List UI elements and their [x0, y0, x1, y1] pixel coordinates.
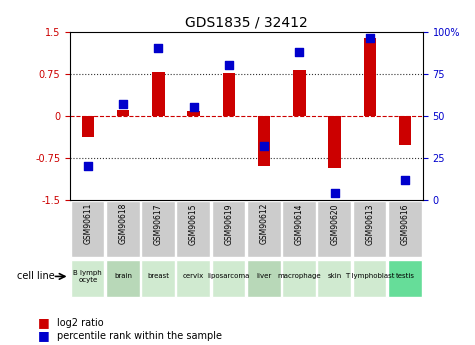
Point	[154, 46, 162, 51]
Text: percentile rank within the sample: percentile rank within the sample	[57, 331, 222, 341]
Text: GSM90616: GSM90616	[400, 203, 409, 245]
Text: cell line: cell line	[17, 272, 55, 282]
Text: cervix: cervix	[183, 274, 204, 279]
FancyBboxPatch shape	[71, 201, 104, 257]
Point	[331, 191, 339, 196]
Bar	[82, 116, 94, 137]
Point	[260, 144, 268, 149]
Text: T lymphoblast: T lymphoblast	[345, 274, 395, 279]
FancyBboxPatch shape	[388, 201, 422, 257]
FancyBboxPatch shape	[106, 260, 140, 297]
Text: GSM90612: GSM90612	[260, 203, 269, 245]
Bar	[329, 116, 341, 168]
FancyBboxPatch shape	[247, 201, 281, 257]
Text: breast: breast	[147, 274, 170, 279]
FancyBboxPatch shape	[141, 260, 175, 297]
Text: brain: brain	[114, 274, 132, 279]
Bar	[364, 38, 376, 116]
Text: ■: ■	[38, 316, 50, 329]
FancyBboxPatch shape	[352, 201, 387, 257]
FancyBboxPatch shape	[282, 201, 316, 257]
Text: skin: skin	[328, 274, 342, 279]
Point	[190, 105, 198, 110]
Bar	[152, 72, 164, 116]
FancyBboxPatch shape	[388, 260, 422, 297]
Text: GSM90614: GSM90614	[295, 203, 304, 245]
FancyBboxPatch shape	[352, 260, 387, 297]
Bar	[223, 73, 235, 116]
FancyBboxPatch shape	[211, 201, 246, 257]
FancyBboxPatch shape	[282, 260, 316, 297]
Text: GSM90611: GSM90611	[83, 203, 92, 245]
Text: GSM90613: GSM90613	[365, 203, 374, 245]
Text: macrophage: macrophage	[277, 274, 321, 279]
FancyBboxPatch shape	[317, 260, 351, 297]
Point	[295, 49, 303, 55]
Bar	[399, 116, 411, 145]
Title: GDS1835 / 32412: GDS1835 / 32412	[185, 15, 308, 29]
Text: GSM90615: GSM90615	[189, 203, 198, 245]
Text: log2 ratio: log2 ratio	[57, 318, 104, 328]
Bar	[293, 70, 305, 116]
Bar	[188, 111, 200, 116]
Text: GSM90618: GSM90618	[119, 203, 128, 245]
Point	[225, 62, 233, 68]
FancyBboxPatch shape	[71, 260, 104, 297]
Text: GSM90619: GSM90619	[224, 203, 233, 245]
Text: testis: testis	[396, 274, 415, 279]
Text: GSM90620: GSM90620	[330, 203, 339, 245]
FancyBboxPatch shape	[176, 201, 210, 257]
Point	[119, 101, 127, 107]
Text: B lymph
ocyte: B lymph ocyte	[74, 270, 102, 283]
FancyBboxPatch shape	[176, 260, 210, 297]
Point	[401, 177, 409, 183]
FancyBboxPatch shape	[141, 201, 175, 257]
Bar	[117, 110, 129, 116]
Text: GSM90617: GSM90617	[154, 203, 163, 245]
Point	[84, 164, 92, 169]
Text: liver: liver	[256, 274, 272, 279]
Text: ■: ■	[38, 329, 50, 342]
Bar	[258, 116, 270, 166]
FancyBboxPatch shape	[247, 260, 281, 297]
Text: liposarcoma: liposarcoma	[208, 274, 250, 279]
FancyBboxPatch shape	[317, 201, 351, 257]
FancyBboxPatch shape	[211, 260, 246, 297]
FancyBboxPatch shape	[106, 201, 140, 257]
Point	[366, 36, 374, 41]
